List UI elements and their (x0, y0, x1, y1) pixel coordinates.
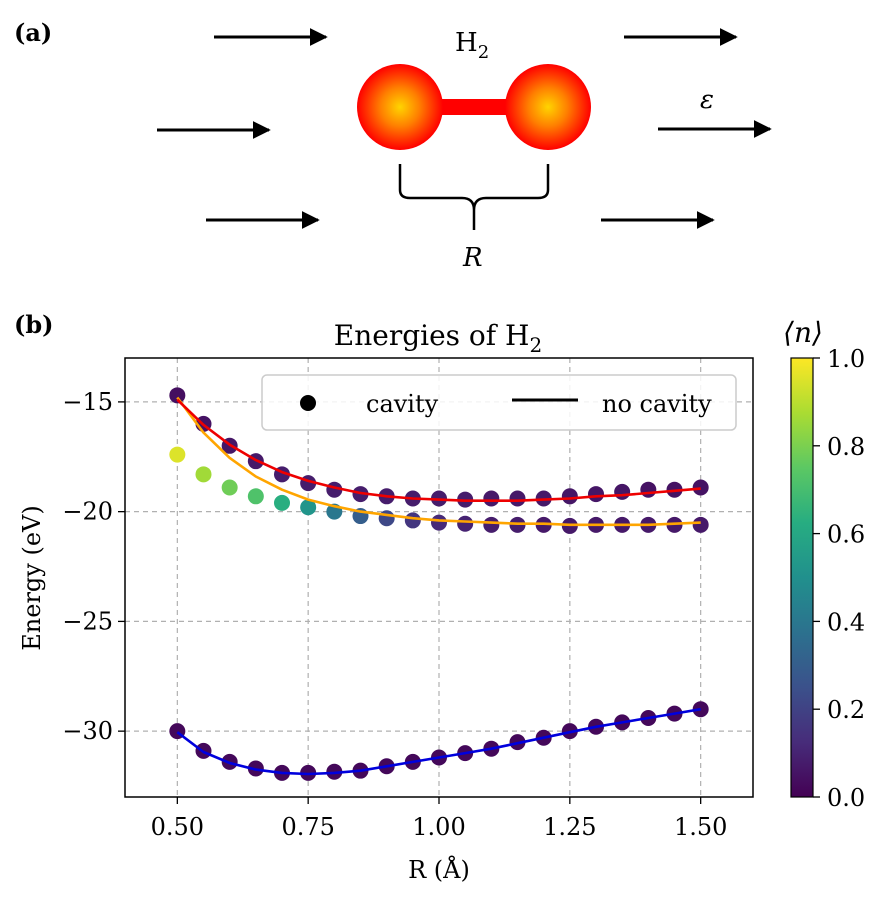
legend: cavity no cavity (261, 374, 737, 431)
colorbar-tick-label: 0.6 (827, 521, 865, 549)
cavity-point (431, 514, 447, 531)
y-tick-label: −20 (62, 498, 113, 526)
y-tick-label: −30 (62, 717, 113, 745)
colorbar-gradient (790, 357, 814, 798)
colorbar-tick-label: 1.0 (827, 345, 865, 373)
cavity-point (195, 466, 212, 483)
legend-box (261, 374, 737, 431)
no-cavity-line (176, 396, 701, 527)
no-cavity-lines (176, 396, 701, 776)
colorbar-label: ⟨n⟩ (783, 316, 823, 349)
cavity-point (692, 479, 709, 496)
colorbar-tick-label: 0.4 (827, 608, 865, 636)
cavity-point (300, 499, 317, 516)
y-axis-ticks: −15 −20 −25 −30 (62, 388, 125, 745)
x-tick-label: 0.50 (151, 813, 204, 841)
colorbar-ticks: 0.0 0.2 0.4 0.6 0.8 1.0 (813, 345, 865, 812)
hydrogen-atom-right (505, 64, 591, 150)
chart-title: Energies of H2 (334, 319, 542, 357)
cavity-point (457, 515, 474, 532)
colorbar: ⟨n⟩ 0.0 0.2 0.4 0.6 0.8 1.0 (783, 316, 865, 812)
cavity-point (169, 446, 186, 463)
field-arrows (157, 28, 772, 229)
no-cavity-line (176, 707, 701, 776)
cavity-point (561, 488, 578, 505)
no-cavity-line (176, 398, 701, 502)
colorbar-tick-label: 0.8 (827, 433, 865, 461)
distance-brace (398, 164, 550, 230)
cavity-point (274, 494, 290, 511)
x-tick-label: 1.50 (674, 813, 727, 841)
panel-a-label: (a) (14, 18, 52, 47)
plot-frame (124, 357, 754, 798)
cavity-point (221, 479, 238, 496)
cavity-point (509, 490, 526, 507)
x-tick-label: 0.75 (281, 813, 334, 841)
cavity-point (692, 516, 709, 533)
cavity-point (640, 481, 657, 498)
cavity-point (483, 490, 500, 507)
cavity-point (614, 483, 631, 500)
cavity-point (483, 516, 500, 533)
cavity-point (588, 486, 604, 503)
colorbar-tick-label: 0.2 (827, 696, 865, 724)
distance-symbol: R (462, 243, 483, 273)
y-tick-label: −25 (62, 607, 113, 635)
molecule-label: H2 (455, 28, 489, 63)
x-tick-label: 1.00 (412, 813, 465, 841)
y-axis-label: Energy (eV) (18, 505, 46, 650)
legend-label-cavity: cavity (366, 390, 439, 418)
x-axis-ticks: 0.50 0.75 1.00 1.25 1.50 (151, 797, 727, 841)
cavity-point (404, 512, 421, 529)
cavity-point (169, 387, 186, 404)
x-tick-label: 1.25 (543, 813, 596, 841)
cavity-points (169, 387, 709, 781)
hydrogen-atom-left (357, 64, 443, 150)
legend-marker-cavity (300, 395, 316, 411)
y-tick-label: −15 (62, 388, 113, 416)
cavity-point (247, 488, 264, 505)
field-symbol: ε (700, 85, 714, 115)
colorbar-tick-label: 0.0 (827, 784, 865, 812)
panel-b-label: (b) (14, 310, 54, 339)
cavity-point (378, 510, 395, 527)
legend-label-no-cavity: no cavity (602, 390, 712, 418)
x-axis-label: R (Å) (408, 855, 470, 884)
